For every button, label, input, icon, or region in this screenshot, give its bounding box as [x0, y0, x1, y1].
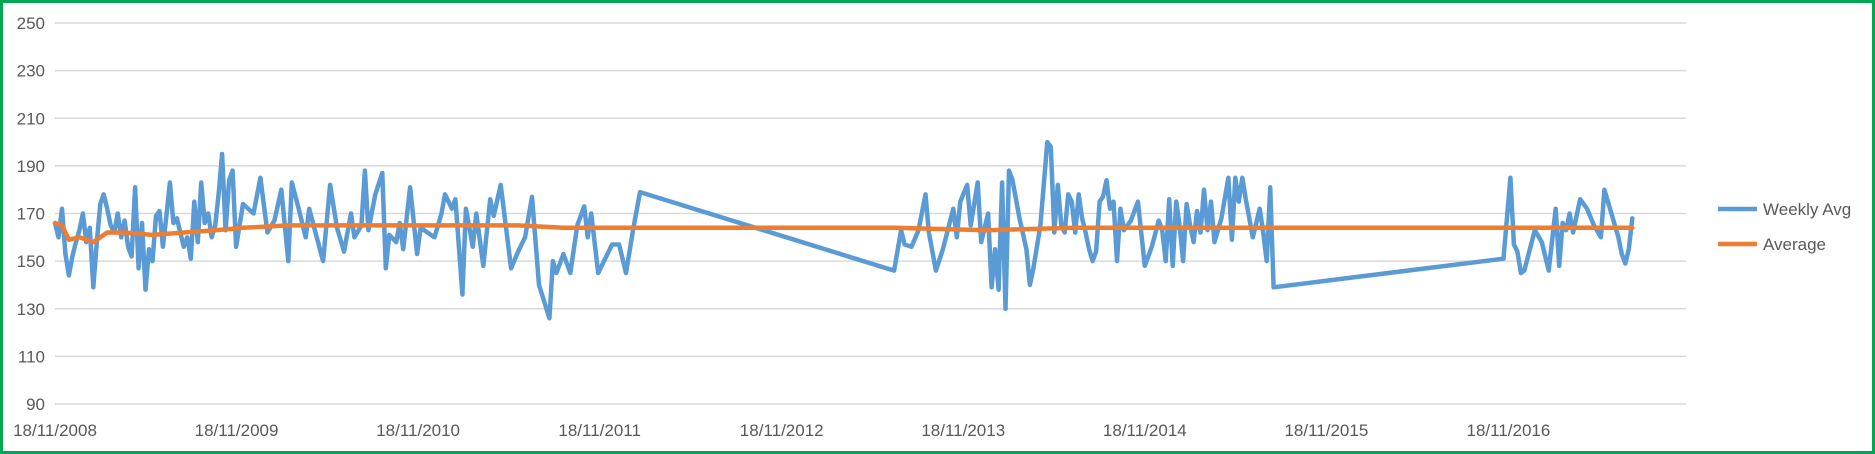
- x-tick-label: 18/11/2014: [1103, 421, 1187, 440]
- x-axis-tick-labels: 18/11/2008 18/11/2009 18/11/2010 18/11/2011…: [13, 421, 1550, 440]
- y-tick-label: 170: [17, 205, 45, 224]
- y-tick-label: 230: [17, 62, 45, 81]
- y-tick-label: 250: [17, 14, 45, 33]
- gridlines: [55, 22, 1686, 405]
- y-tick-label: 90: [26, 395, 45, 414]
- x-tick-label: 18/11/2013: [921, 421, 1005, 440]
- legend-label-weekly-avg: Weekly Avg: [1763, 200, 1851, 219]
- x-tick-label: 18/11/2016: [1467, 421, 1551, 440]
- series-lines: [52, 139, 1635, 321]
- y-tick-label: 110: [18, 347, 45, 366]
- y-axis-tick-labels: 90 110 130 150 170 190 210 230 250: [17, 14, 45, 414]
- x-tick-label: 18/11/2010: [376, 421, 460, 440]
- x-tick-label: 18/11/2012: [740, 421, 824, 440]
- x-tick-label: 18/11/2009: [195, 421, 279, 440]
- x-tick-label: 18/11/2015: [1284, 421, 1368, 440]
- series-line-weekly-avg: [52, 139, 1635, 321]
- y-tick-label: 130: [17, 300, 45, 319]
- y-tick-label: 190: [17, 157, 45, 176]
- x-tick-label: 18/11/2008: [13, 421, 97, 440]
- y-tick-label: 210: [17, 109, 45, 128]
- legend-label-average: Average: [1763, 235, 1826, 254]
- series-line-average: [52, 220, 1635, 245]
- legend: Weekly Avg Average: [1718, 200, 1851, 254]
- y-tick-label: 150: [17, 252, 45, 271]
- x-tick-label: 18/11/2011: [558, 421, 641, 440]
